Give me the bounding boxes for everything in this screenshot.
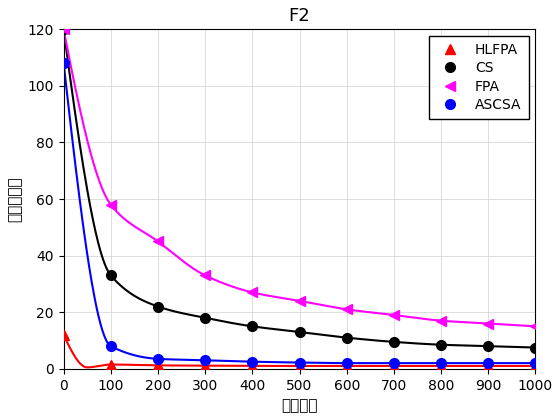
- FPA: [60, 27, 67, 32]
- ASCSA: [108, 344, 114, 349]
- HLFPA: [60, 332, 67, 337]
- CS: [296, 329, 303, 334]
- FPA: [532, 324, 539, 329]
- FPA: [343, 307, 350, 312]
- Line: FPA: FPA: [59, 24, 540, 331]
- FPA: [485, 321, 492, 326]
- ASCSA: [390, 361, 397, 366]
- HLFPA: [249, 363, 256, 368]
- Line: ASCSA: ASCSA: [59, 58, 540, 368]
- CS: [343, 335, 350, 340]
- ASCSA: [155, 356, 161, 361]
- CS: [485, 344, 492, 349]
- HLFPA: [438, 363, 445, 368]
- ASCSA: [438, 361, 445, 366]
- ASCSA: [532, 361, 539, 366]
- FPA: [155, 239, 161, 244]
- ASCSA: [249, 359, 256, 364]
- Line: HLFPA: HLFPA: [59, 330, 540, 371]
- Line: CS: CS: [59, 24, 540, 352]
- Y-axis label: 当前最优值: 当前最优值: [7, 176, 22, 222]
- HLFPA: [390, 363, 397, 368]
- HLFPA: [532, 363, 539, 368]
- ASCSA: [296, 360, 303, 365]
- Title: F2: F2: [288, 7, 310, 25]
- FPA: [202, 273, 208, 278]
- CS: [532, 345, 539, 350]
- CS: [108, 273, 114, 278]
- ASCSA: [485, 361, 492, 366]
- CS: [249, 324, 256, 329]
- CS: [438, 342, 445, 347]
- HLFPA: [202, 363, 208, 368]
- HLFPA: [155, 363, 161, 368]
- ASCSA: [60, 61, 67, 66]
- FPA: [108, 202, 114, 207]
- FPA: [296, 298, 303, 303]
- HLFPA: [108, 362, 114, 367]
- ASCSA: [343, 361, 350, 366]
- FPA: [249, 290, 256, 295]
- ASCSA: [202, 358, 208, 363]
- HLFPA: [296, 363, 303, 368]
- HLFPA: [343, 363, 350, 368]
- CS: [202, 315, 208, 320]
- FPA: [390, 312, 397, 318]
- CS: [155, 304, 161, 309]
- CS: [390, 339, 397, 344]
- FPA: [438, 318, 445, 323]
- X-axis label: 迭代次数: 迭代次数: [281, 398, 318, 413]
- HLFPA: [485, 363, 492, 368]
- Legend: HLFPA, CS, FPA, ASCSA: HLFPA, CS, FPA, ASCSA: [430, 36, 529, 118]
- CS: [60, 27, 67, 32]
